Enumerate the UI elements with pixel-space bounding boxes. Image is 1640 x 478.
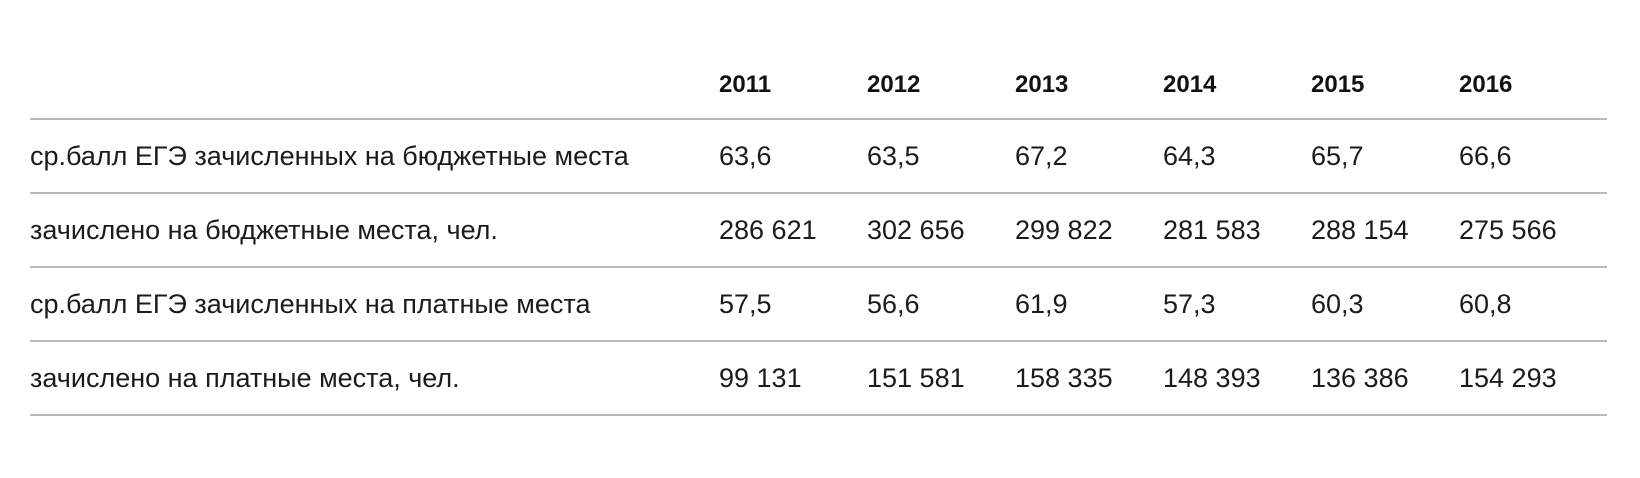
table-row: зачислено на бюджетные места, чел. 286 62… [30, 193, 1607, 268]
table-cell-value: 57,3 [1163, 267, 1311, 342]
table-cell-value: 63,5 [867, 119, 1015, 194]
table-cell-value: 151 581 [867, 341, 1015, 416]
header-cell-year: 2015 [1311, 52, 1459, 120]
table-cell-value: 299 822 [1015, 193, 1163, 268]
table-header: 2011 2012 2013 2014 2015 2016 [30, 52, 1607, 120]
table-cell-value: 60,3 [1311, 267, 1459, 342]
table-cell-value: 286 621 [719, 193, 867, 268]
data-table: 2011 2012 2013 2014 2015 2016 ср.балл ЕГЭ зач… [30, 52, 1607, 416]
table-cell-value: 158 335 [1015, 341, 1163, 416]
row-label: зачислено на бюджетные места, чел. [30, 193, 719, 268]
header-cell-year: 2016 [1459, 52, 1607, 120]
table-cell-value: 65,7 [1311, 119, 1459, 194]
header-cell-year: 2013 [1015, 52, 1163, 120]
table-cell-value: 288 154 [1311, 193, 1459, 268]
table-cell-value: 56,6 [867, 267, 1015, 342]
table-cell-value: 281 583 [1163, 193, 1311, 268]
table-cell-value: 154 293 [1459, 341, 1607, 416]
row-label: ср.балл ЕГЭ зачисленных на платные места [30, 267, 719, 342]
header-cell-year: 2011 [719, 52, 867, 120]
table-cell-value: 60,8 [1459, 267, 1607, 342]
table-row: ср.балл ЕГЭ зачисленных на платные места… [30, 267, 1607, 342]
table-cell-value: 148 393 [1163, 341, 1311, 416]
header-cell-year: 2014 [1163, 52, 1311, 120]
table-cell-value: 66,6 [1459, 119, 1607, 194]
table-body: ср.балл ЕГЭ зачисленных на бюджетные мес… [30, 119, 1607, 416]
header-cell-label [30, 52, 719, 120]
row-label: зачислено на платные места, чел. [30, 341, 719, 416]
table-cell-value: 61,9 [1015, 267, 1163, 342]
table-row: ср.балл ЕГЭ зачисленных на бюджетные мес… [30, 119, 1607, 194]
table-cell-value: 99 131 [719, 341, 867, 416]
table-cell-value: 67,2 [1015, 119, 1163, 194]
table-cell-value: 302 656 [867, 193, 1015, 268]
table-cell-value: 136 386 [1311, 341, 1459, 416]
table-cell-value: 63,6 [719, 119, 867, 194]
table-cell-value: 275 566 [1459, 193, 1607, 268]
header-row: 2011 2012 2013 2014 2015 2016 [30, 52, 1607, 120]
table-cell-value: 57,5 [719, 267, 867, 342]
table-cell-value: 64,3 [1163, 119, 1311, 194]
table-row: зачислено на платные места, чел. 99 131 15… [30, 341, 1607, 416]
data-table-container: 2011 2012 2013 2014 2015 2016 ср.балл ЕГЭ зач… [30, 52, 1607, 416]
header-cell-year: 2012 [867, 52, 1015, 120]
row-label: ср.балл ЕГЭ зачисленных на бюджетные мес… [30, 119, 719, 194]
